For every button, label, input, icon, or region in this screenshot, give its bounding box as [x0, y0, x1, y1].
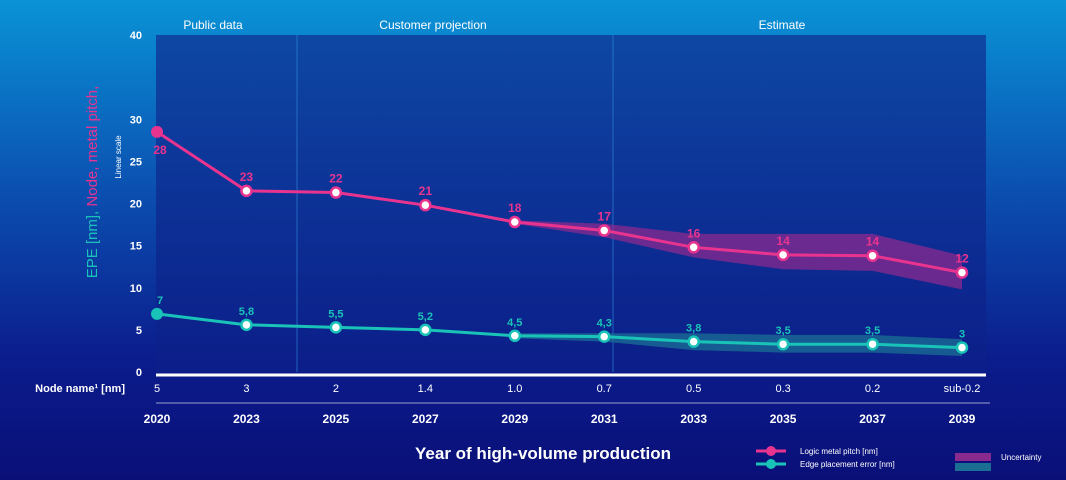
section-label: Public data: [183, 18, 243, 32]
y-tick-label: 30: [130, 114, 142, 126]
x-tick-label: 2023: [233, 412, 260, 426]
data-point: [151, 307, 163, 320]
data-point: [508, 215, 522, 229]
x-tick-label: 2033: [680, 412, 707, 426]
data-label: 17: [598, 209, 612, 223]
legend-uncertainty-swatch: [955, 463, 991, 471]
data-point: [955, 266, 969, 279]
data-label: 12: [955, 252, 969, 266]
x-tick-label: 2035: [770, 412, 797, 426]
data-point: [597, 330, 611, 343]
data-point: [597, 224, 611, 237]
data-label: 3: [959, 329, 965, 341]
data-point: [687, 241, 700, 254]
node-name: 0.2: [865, 383, 880, 395]
data-point: [329, 321, 343, 334]
data-label: 4,5: [507, 317, 522, 329]
data-label: 18: [508, 201, 522, 215]
data-point: [955, 341, 969, 354]
legend-uncertainty-label: Uncertainty: [1001, 453, 1041, 462]
data-label: 21: [419, 184, 433, 198]
data-point: [776, 337, 790, 351]
y-axis-sublabel: Linear scale: [114, 135, 123, 179]
y-tick-label: 0: [136, 367, 142, 379]
y-tick-label: 5: [136, 325, 142, 337]
node-row-label: Node name¹ [nm]: [35, 383, 125, 395]
y-tick-label: 25: [130, 156, 142, 168]
uncertainty-band: [514, 220, 962, 290]
y-tick-label: 15: [130, 241, 142, 253]
data-point: [240, 184, 253, 198]
x-tick-label: 2031: [591, 412, 618, 426]
x-tick-label: 2029: [501, 412, 528, 426]
legend-marker: [766, 459, 776, 469]
data-label: 28: [153, 143, 167, 157]
data-label: 3,5: [775, 325, 790, 337]
node-name: 1.4: [418, 383, 433, 395]
data-point: [508, 329, 522, 343]
plot-area: [156, 35, 986, 372]
legend-uncertainty-swatch: [955, 453, 991, 461]
node-name: sub-0.2: [944, 383, 981, 395]
y-tick-label: 20: [130, 199, 142, 211]
node-name: 0.7: [597, 383, 612, 395]
y-tick-label: 10: [130, 283, 142, 295]
data-label: 14: [866, 235, 880, 249]
data-label: 7: [157, 295, 163, 307]
data-label: 5,8: [239, 306, 254, 318]
x-tick-label: 2025: [323, 412, 350, 426]
data-label: 22: [329, 172, 343, 186]
data-point: [687, 335, 700, 348]
data-label: 5,2: [418, 311, 433, 323]
data-point: [419, 198, 432, 212]
data-label: 4,3: [597, 318, 612, 330]
data-point: [866, 337, 879, 351]
data-label: 23: [240, 170, 254, 184]
legend-label: Logic metal pitch [nm]: [800, 447, 878, 456]
data-label: 3,5: [865, 325, 880, 337]
series-line: [156, 312, 963, 350]
node-name: 2: [333, 383, 339, 395]
node-name: 0.3: [775, 383, 790, 395]
data-point: [419, 323, 432, 337]
node-name: 0.5: [686, 383, 701, 395]
data-point: [240, 318, 253, 332]
y-tick-label: 40: [130, 30, 142, 42]
y-axis-label: EPE [nm], Node, metal pitch,: [84, 86, 101, 279]
data-label: 14: [776, 234, 790, 248]
x-tick-label: 2027: [412, 412, 439, 426]
legend-label: Edge placement error [nm]: [800, 460, 895, 469]
data-point: [866, 249, 879, 262]
data-point: [329, 186, 343, 199]
legend-marker: [766, 446, 776, 456]
node-name: 1.0: [507, 383, 522, 395]
data-point: [776, 248, 790, 262]
data-label: 3,8: [686, 323, 701, 335]
data-label: 16: [687, 226, 701, 240]
series-line: [156, 130, 963, 275]
x-tick-label: 2020: [144, 412, 171, 426]
data-label: 5,5: [328, 308, 343, 320]
section-label: Estimate: [759, 18, 806, 32]
node-name: 5: [154, 383, 160, 395]
node-name: 3: [243, 383, 249, 395]
x-axis-title: Year of high-volume production: [415, 444, 671, 463]
section-label: Customer projection: [379, 18, 486, 32]
x-tick-label: 2037: [859, 412, 886, 426]
x-tick-label: 2039: [949, 412, 976, 426]
data-point: [151, 125, 163, 138]
